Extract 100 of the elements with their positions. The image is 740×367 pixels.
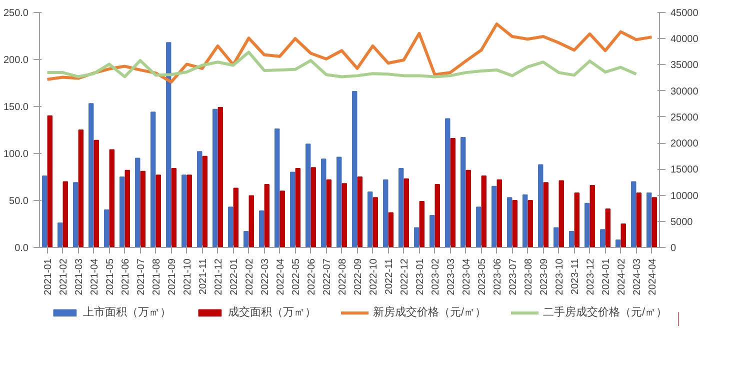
legend-label: 成交面积（万㎡） (228, 305, 316, 320)
y2-tick-label: 35000 (670, 60, 699, 72)
bar (171, 168, 176, 248)
y-tick-label: 150.0 (3, 102, 29, 113)
x-tick-label: 2023-02 (430, 258, 442, 296)
bar (274, 128, 280, 248)
x-tick-label: 2023-01 (414, 258, 426, 296)
y-tick-label: 100.0 (3, 149, 29, 160)
bar (78, 130, 84, 248)
bar (233, 188, 238, 248)
bar (590, 184, 595, 248)
bar (538, 164, 544, 248)
bar (357, 176, 362, 248)
x-tick-label: 2024-02 (616, 258, 628, 296)
x-tick-label: 2022-03 (260, 258, 271, 296)
x-tick-label: 2024-01 (600, 258, 612, 296)
bar (259, 210, 264, 248)
x-tick-label: 2021-08 (151, 258, 162, 296)
bar (528, 200, 533, 248)
bar (104, 209, 110, 248)
bar (543, 182, 548, 248)
y2-tick-label: 45000 (670, 8, 699, 19)
bar (140, 170, 146, 248)
x-tick-label: 2023-08 (523, 258, 534, 296)
x-tick-label: 2022-10 (368, 258, 380, 296)
x-tick-label: 2022-08 (337, 258, 348, 296)
bar (460, 137, 466, 248)
bar (202, 156, 208, 248)
bar (342, 183, 347, 248)
bar (248, 195, 254, 248)
bar (228, 206, 234, 248)
x-tick-label: 2021-12 (213, 258, 224, 296)
bar (404, 178, 409, 248)
bar (295, 168, 300, 248)
bar (62, 181, 68, 248)
x-tick-label: 2021-10 (182, 258, 194, 296)
bar (554, 227, 559, 248)
y2-tick-label: 20000 (670, 138, 699, 150)
bar (481, 176, 486, 248)
x-tick-label: 2022-06 (306, 258, 318, 296)
bar (218, 106, 223, 248)
bar (290, 172, 296, 248)
x-tick-label: 2022-12 (399, 258, 410, 296)
bar (631, 181, 636, 248)
y2-tick-label: 15000 (670, 164, 699, 176)
bar (569, 231, 574, 248)
bar (197, 151, 202, 248)
bar (496, 179, 502, 248)
bar (156, 174, 161, 248)
x-tick-label: 2023-03 (446, 258, 457, 296)
x-tick-label: 2023-11 (570, 258, 581, 294)
bar (636, 192, 642, 248)
bar (336, 156, 342, 248)
bar (492, 186, 497, 248)
bar (584, 202, 590, 248)
bar (450, 138, 456, 248)
bar (42, 176, 48, 248)
x-tick-label: 2022-11 (384, 258, 395, 294)
bar (600, 229, 606, 248)
bar (73, 182, 78, 248)
x-tick-label: 2022-07 (322, 258, 333, 296)
bar (558, 180, 564, 248)
bar (280, 190, 285, 248)
y2-tick-label: 5000 (670, 216, 694, 228)
x-tick-label: 2021-02 (58, 258, 70, 296)
x-tick-label: 2021-06 (120, 258, 132, 296)
bar (166, 42, 172, 248)
y2-tick-label: 25000 (670, 112, 699, 124)
x-tick-label: 2024-03 (632, 258, 643, 296)
x-tick-label: 2021-05 (104, 258, 116, 296)
bar (321, 158, 326, 248)
bar (306, 144, 311, 248)
y2-tick-label: 0 (670, 243, 676, 254)
x-tick-label: 2023-12 (585, 258, 596, 296)
bar (445, 118, 450, 248)
x-tick-label: 2024-04 (647, 258, 658, 296)
legend-label: 二手房成交价格（元/㎡） (543, 305, 668, 320)
bar (388, 212, 394, 248)
x-tick-label: 2023-04 (461, 258, 472, 296)
bar (466, 170, 471, 248)
bar (616, 239, 621, 248)
legend-label: 上市面积（万㎡） (82, 305, 171, 320)
x-tick-label: 2021-07 (136, 258, 147, 296)
bar (419, 200, 424, 248)
x-tick-label: 2021-03 (74, 258, 85, 296)
y-tick-label: 50.0 (9, 196, 29, 207)
bar (88, 103, 94, 248)
x-tick-label: 2021-11 (198, 258, 209, 294)
x-tick-label: 2022-05 (290, 258, 302, 296)
x-tick-label: 2021-04 (89, 258, 100, 296)
bar (182, 174, 187, 248)
bar (430, 215, 435, 248)
x-tick-label: 2023-09 (538, 258, 550, 296)
x-tick-label: 2023-05 (476, 258, 488, 296)
x-tick-label: 2022-02 (244, 258, 256, 296)
line-series (46, 50, 638, 78)
bar (368, 192, 373, 248)
bar (124, 170, 130, 248)
bar (47, 115, 52, 248)
bar (212, 108, 218, 248)
